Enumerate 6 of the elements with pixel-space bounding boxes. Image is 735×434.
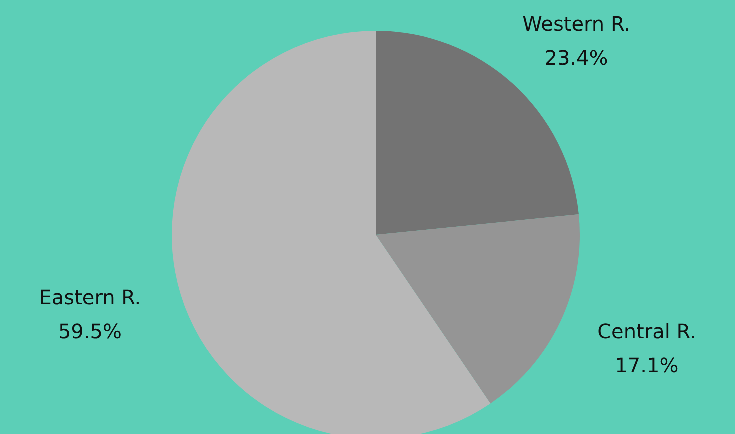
data-label: 17.1% xyxy=(615,354,679,378)
slice-label: Eastern R. xyxy=(39,286,142,310)
slice-label: Central R. xyxy=(598,320,696,344)
data-label: 23.4% xyxy=(544,46,608,70)
slice-label: Western R. xyxy=(522,12,630,36)
data-label: 59.5% xyxy=(58,320,122,344)
